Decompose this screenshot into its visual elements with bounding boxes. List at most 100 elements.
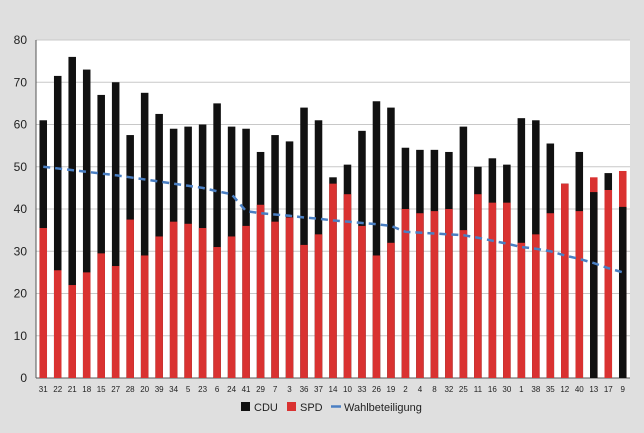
x-tick-label: 37 [314, 385, 323, 394]
x-tick-label: 6 [215, 385, 220, 394]
y-tick-label: 10 [14, 329, 28, 343]
x-tick-label: 12 [560, 385, 569, 394]
y-tick-label: 50 [14, 160, 28, 174]
y-tick-label: 20 [14, 287, 28, 301]
x-tick-label: 7 [273, 385, 278, 394]
x-tick-label: 8 [432, 385, 437, 394]
bar-cdu [300, 107, 308, 378]
bar-spd [285, 217, 294, 378]
x-tick-label: 3 [287, 385, 292, 394]
legend-label: SPD [300, 402, 323, 414]
x-tick-label: 30 [502, 385, 511, 394]
x-tick-label: 38 [531, 385, 540, 394]
y-tick-label: 60 [14, 118, 28, 132]
x-tick-label: 28 [126, 385, 135, 394]
bar-spd [503, 202, 511, 378]
bar-spd [561, 183, 569, 378]
x-tick-label: 18 [82, 385, 91, 394]
x-tick-label: 27 [111, 385, 120, 394]
legend-swatch-spd [287, 402, 296, 411]
bar-spd [155, 236, 163, 378]
bar-spd [111, 266, 120, 378]
x-tick-label: 11 [474, 385, 483, 394]
x-tick-label: 32 [444, 385, 453, 394]
bar-cdu [387, 107, 395, 378]
bar-cdu [140, 92, 149, 378]
bar-spd [314, 234, 323, 378]
x-axis: 31 22 21 18 15 27 28 20 39 34 5 23 6 24 41 29 7 3 36 37 14 10… [39, 385, 626, 394]
legend: CDU SPD Wahlbeteiligung [241, 402, 422, 414]
bar-cdu [111, 82, 120, 378]
bar-spd [184, 223, 192, 378]
x-tick-label: 19 [386, 385, 395, 394]
x-tick-label: 25 [459, 385, 468, 394]
bar-spd [517, 242, 526, 378]
x-tick-label: 1 [519, 385, 524, 394]
x-tick-label: 23 [198, 385, 207, 394]
x-tick-label: 22 [53, 385, 62, 394]
x-tick-label: 5 [186, 385, 191, 394]
x-tick-label: 34 [169, 385, 178, 394]
bar-spd [358, 225, 366, 378]
bar-spd [459, 230, 468, 378]
bar-spd [387, 242, 395, 378]
y-tick-label: 80 [14, 33, 28, 47]
bar-spd [227, 236, 236, 378]
bar-spd [488, 202, 497, 378]
bar-spd [68, 285, 76, 378]
x-tick-label: 14 [329, 385, 338, 394]
bar-spd [140, 255, 149, 378]
bar-cdu [82, 69, 91, 378]
y-tick-label: 30 [14, 244, 28, 258]
bar-spd [256, 204, 265, 378]
bar-spd [97, 253, 105, 378]
bar-spd [445, 209, 453, 378]
x-tick-label: 36 [300, 385, 309, 394]
y-tick-label: 70 [14, 75, 28, 89]
bar-cdu [590, 192, 598, 378]
x-tick-label: 29 [256, 385, 265, 394]
bar-spd [271, 221, 279, 378]
bar-spd [39, 228, 48, 378]
bar-spd [575, 211, 584, 378]
x-tick-label: 13 [589, 385, 598, 394]
x-tick-label: 17 [604, 385, 613, 394]
x-tick-label: 41 [242, 385, 251, 394]
x-tick-label: 20 [140, 385, 149, 394]
x-tick-label: 33 [358, 385, 367, 394]
bar-spd [546, 213, 555, 378]
x-tick-label: 15 [97, 385, 106, 394]
y-tick-label: 40 [14, 202, 28, 216]
legend-label: CDU [254, 402, 278, 414]
x-tick-label: 16 [488, 385, 497, 394]
x-tick-label: 26 [372, 385, 381, 394]
bar-spd [329, 183, 337, 378]
bar-spd [213, 247, 221, 378]
x-tick-label: 24 [227, 385, 236, 394]
bar-spd [169, 221, 178, 378]
x-tick-label: 2 [403, 385, 408, 394]
bar-cdu [53, 75, 62, 378]
bar-cdu [97, 94, 105, 379]
bar-spd [343, 194, 352, 378]
bar-spd [604, 189, 613, 378]
legend-swatch-cdu [241, 402, 250, 411]
bar-cdu [372, 101, 381, 378]
turnout-line [43, 165, 624, 274]
bar-cdu [68, 56, 76, 379]
bar-spd [532, 234, 540, 378]
bar-spd [300, 244, 308, 378]
turnout-line-group [43, 165, 624, 274]
x-tick-label: 31 [39, 385, 48, 394]
x-tick-label: 21 [68, 385, 77, 394]
x-tick-label: 40 [575, 385, 584, 394]
bar-spd [126, 219, 134, 378]
bar-spd [416, 213, 424, 378]
y-tick-label: 0 [20, 371, 27, 385]
x-tick-label: 10 [343, 385, 352, 394]
bar-spd [82, 272, 91, 378]
x-tick-label: 35 [546, 385, 555, 394]
bar-spd [372, 255, 381, 378]
